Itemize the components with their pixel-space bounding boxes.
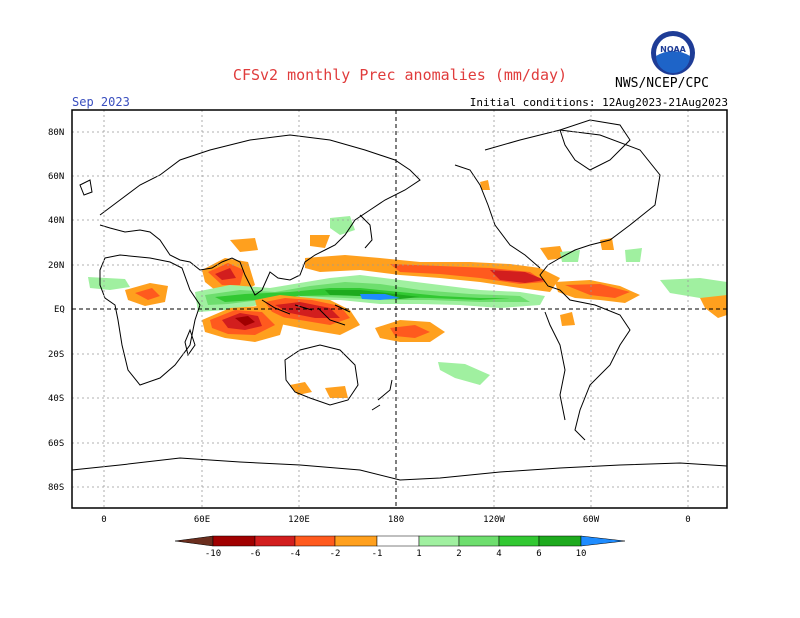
colorbar-cell: [334, 535, 378, 547]
lat-label: 60S: [48, 439, 64, 449]
coast-japan: [359, 214, 373, 249]
colorbar-label: -10: [205, 549, 221, 559]
colorbar-label: 4: [496, 549, 501, 559]
colorbar-labels: -10 -6 -4 -2 -1 1 2 4 6 10: [205, 549, 587, 559]
lon-label: 60E: [194, 515, 210, 525]
lat-label: 40N: [48, 216, 64, 226]
forecast-month: Sep 2023: [72, 95, 130, 109]
coast-uk: [79, 179, 93, 196]
colorbar-cell: [418, 535, 460, 547]
lat-label: 80N: [48, 128, 64, 138]
colorbar-label: -4: [290, 549, 301, 559]
lat-label: 40S: [48, 394, 64, 404]
coastlines: [71, 119, 728, 481]
lon-label: 60W: [583, 515, 600, 525]
colorbar-cell: [174, 535, 214, 547]
coast-eurasia: [99, 134, 421, 296]
coast-indonesia: [261, 299, 351, 326]
lat-label: 20N: [48, 261, 64, 271]
colorbar-cell: [376, 535, 420, 547]
coast-australia: [284, 344, 359, 406]
lon-label: 180: [388, 515, 404, 525]
colorbar-cell: [254, 535, 296, 547]
colorbar: [174, 535, 626, 547]
coast-nz: [371, 379, 393, 411]
colorbar-label: -2: [330, 549, 341, 559]
lat-label: 80S: [48, 483, 64, 493]
colorbar-cell: [538, 535, 582, 547]
coast-madagascar: [184, 328, 196, 357]
colorbar-cell: [580, 535, 626, 547]
colorbar-cell: [212, 535, 256, 547]
colorbar-cell: [294, 535, 336, 547]
coast-africa: [99, 254, 201, 386]
colorbar-label: 10: [576, 549, 587, 559]
map-frame: [71, 109, 728, 509]
coast-greenland: [559, 119, 631, 171]
logo-text: NOAA: [660, 45, 686, 54]
colorbar-label: 1: [416, 549, 421, 559]
lon-label: 0: [101, 515, 106, 525]
noaa-logo-icon: NOAA: [650, 30, 696, 76]
lat-label: EQ: [54, 305, 65, 315]
colorbar-label: -6: [250, 549, 261, 559]
org-label: NWS/NCEP/CPC: [615, 76, 709, 91]
lon-label: 0: [685, 515, 690, 525]
anomaly-shading: [88, 180, 727, 398]
colorbar-cell: [498, 535, 540, 547]
map-title: CFSv2 monthly Prec anomalies (mm/day): [232, 66, 568, 84]
lon-label: 120E: [288, 515, 310, 525]
coast-americas: [454, 129, 661, 441]
coast-antarctica: [71, 457, 728, 481]
colorbar-cell: [458, 535, 500, 547]
initial-conditions: Initial conditions: 12Aug2023-21Aug2023: [469, 96, 728, 109]
colorbar-label: -1: [372, 549, 383, 559]
colorbar-label: 2: [456, 549, 461, 559]
graticule: [72, 110, 727, 508]
colorbar-label: 6: [536, 549, 541, 559]
lat-label: 60N: [48, 172, 64, 182]
lat-axis: 80N 60N 40N 20N EQ 20S 40S 60S 80S: [48, 128, 65, 493]
lat-label: 20S: [48, 350, 64, 360]
lon-axis: 0 60E 120E 180 120W 60W 0: [101, 515, 690, 525]
lon-label: 120W: [483, 515, 505, 525]
